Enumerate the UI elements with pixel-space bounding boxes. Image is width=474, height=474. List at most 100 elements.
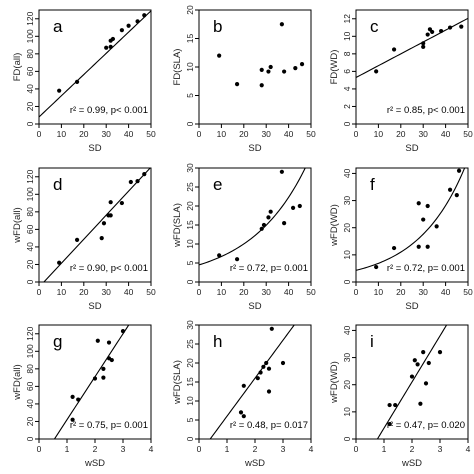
data-point [280, 360, 286, 366]
y-axis-label: wFD(SLA) [172, 360, 183, 405]
y-tick-label: 80 [25, 364, 35, 374]
x-tick-label: 40 [441, 287, 451, 297]
data-point [108, 200, 113, 205]
y-tick-label: 40 [342, 325, 352, 335]
data-point [217, 253, 222, 258]
data-point [415, 362, 420, 367]
fit-line [376, 325, 448, 439]
data-point [234, 257, 240, 262]
panel-label: b [213, 17, 222, 36]
plot-frame [355, 167, 469, 283]
panel-c: 0 10 20 30 40 50 0 2 4 6 8 10 12 SD FD(WD) c r² = 0.85, … [329, 9, 473, 154]
stat-annotation: r² = 0.72, p= 0.001 [230, 263, 308, 274]
data-point [266, 69, 271, 74]
data-point [293, 66, 298, 71]
x-tick-label: 2 [253, 444, 258, 454]
y-tick-label: 30 [342, 353, 352, 363]
x-tick-label: 3 [281, 444, 286, 454]
y-tick-label: 0 [25, 121, 35, 126]
data-point [217, 53, 222, 58]
data-point [104, 45, 109, 50]
y-tick-label: 0 [25, 436, 35, 441]
data-point [387, 421, 392, 427]
data-point [101, 366, 106, 371]
x-tick-label: 50 [463, 129, 473, 139]
x-tick-label: 0 [197, 287, 202, 297]
y-tick-label: 20 [342, 380, 352, 390]
panel-h: 0 1 2 3 4 0 5 10 15 20 25 30 wSD wFD(SLA) h r² = 0.48, … [172, 320, 314, 469]
y-tick-label: 20 [185, 5, 195, 15]
data-point [266, 366, 272, 371]
data-point [391, 245, 397, 251]
fit-line [209, 325, 295, 439]
data-point [241, 383, 246, 388]
data-point [99, 236, 104, 241]
stat-annotation: r² = 0.75, p= 0.001 [70, 420, 148, 431]
x-tick-label: 30 [418, 287, 428, 297]
x-tick-label: 10 [57, 129, 67, 139]
x-tick-label: 50 [463, 287, 473, 297]
x-tick-label: 30 [261, 129, 271, 139]
x-tick-label: 20 [396, 287, 406, 297]
y-tick-label: 120 [25, 169, 35, 183]
y-axis-label: FD(SLA) [172, 49, 183, 86]
y-tick-label: 20 [185, 201, 195, 211]
stat-annotation: r² = 0.72, p= 0.001 [387, 263, 465, 274]
y-tick-label: 6 [342, 69, 352, 74]
x-tick-label: 50 [306, 287, 316, 297]
x-tick-label: 50 [146, 129, 156, 139]
data-point [434, 224, 439, 229]
data-point [70, 394, 75, 400]
x-tick-label: 2 [93, 444, 98, 454]
y-tick-label: 100 [25, 187, 35, 201]
y-tick-label: 0 [342, 436, 352, 441]
x-axis-label: SD [405, 301, 418, 312]
data-point [279, 169, 284, 174]
data-point [135, 179, 140, 184]
data-point [279, 22, 284, 27]
x-tick-label: 30 [261, 287, 271, 297]
x-tick-label: 20 [239, 129, 249, 139]
x-axis-label: SD [405, 143, 418, 154]
data-point [255, 376, 260, 381]
x-tick-label: 1 [382, 444, 387, 454]
y-tick-label: 80 [25, 49, 35, 59]
data-point [297, 203, 302, 209]
y-tick-label: 2 [342, 104, 352, 109]
x-axis-label: wSD [244, 458, 265, 469]
y-axis-label: FD(all) [12, 53, 23, 82]
data-point [282, 221, 287, 226]
data-point [259, 83, 264, 88]
y-tick-label: 20 [25, 101, 35, 111]
x-tick-label: 0 [197, 444, 202, 454]
y-tick-label: 20 [25, 259, 35, 269]
data-point [425, 244, 430, 249]
plot-frame [355, 9, 469, 125]
y-tick-label: 100 [25, 29, 35, 43]
data-point [258, 370, 263, 375]
x-tick-label: 0 [37, 444, 42, 454]
x-tick-label: 40 [124, 129, 134, 139]
y-tick-label: 12 [342, 14, 352, 24]
panel-label: c [370, 17, 379, 36]
y-tick-label: 0 [185, 436, 195, 441]
x-tick-label: 40 [441, 129, 451, 139]
y-tick-label: 60 [25, 66, 35, 76]
data-point [421, 217, 426, 222]
x-tick-label: 0 [354, 287, 359, 297]
data-point [126, 23, 131, 28]
y-tick-label: 60 [25, 224, 35, 234]
x-axis-label: wSD [401, 458, 422, 469]
data-point [425, 32, 430, 37]
y-tick-label: 60 [25, 381, 35, 391]
y-tick-label: 15 [185, 34, 195, 44]
data-point [142, 13, 147, 18]
y-tick-label: 120 [25, 11, 35, 25]
data-point [426, 360, 431, 366]
data-point [128, 179, 133, 185]
panel-label: g [53, 332, 62, 351]
y-tick-label: 40 [25, 242, 35, 252]
x-tick-label: 0 [354, 129, 359, 139]
data-point [110, 36, 116, 42]
